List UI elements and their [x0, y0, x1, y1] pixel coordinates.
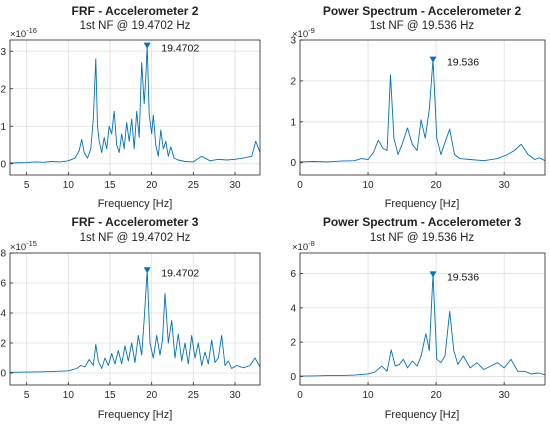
y-tick-label: 8: [0, 249, 6, 260]
peak-marker: [429, 271, 437, 278]
axes-box: [299, 252, 546, 386]
panel-subtitle: 1st NF @ 19.536 Hz: [370, 232, 475, 244]
plot-area: [10, 40, 260, 175]
y-tick-label: 2: [0, 84, 6, 95]
x-tick-label: 10: [362, 180, 374, 191]
panel-title: FRF - Accelerometer 3: [72, 215, 199, 229]
x-tick-label: 0: [297, 180, 303, 191]
y-tick-label: 0: [0, 159, 6, 170]
y-tick-label: 4: [0, 309, 6, 320]
x-tick-label: 10: [63, 390, 75, 401]
y-tick-label: 3: [0, 47, 6, 58]
y-tick-label: 4: [290, 303, 296, 314]
x-axis-label: Frequency [Hz]: [98, 409, 173, 421]
peak-label: 19.536: [447, 271, 479, 283]
y-tick-label: 0: [0, 369, 6, 380]
x-tick-label: 25: [188, 390, 200, 401]
axes-box: [9, 252, 261, 386]
plot-area: [10, 253, 260, 385]
x-tick-label: 5: [24, 180, 30, 191]
y-exponent: ×10-8: [292, 239, 315, 253]
axes-box: [299, 39, 546, 176]
x-tick-label: 30: [229, 390, 241, 401]
x-axis-label: Frequency [Hz]: [98, 198, 173, 210]
x-tick-label: 20: [431, 390, 443, 401]
x-tick-label: 15: [104, 390, 116, 401]
x-tick-label: 25: [188, 180, 200, 191]
x-tick-label: 30: [499, 390, 511, 401]
y-tick-label: 6: [0, 279, 6, 290]
x-tick-label: 10: [63, 180, 75, 191]
panel-power-acc3: Power Spectrum - Accelerometer 3 1st NF …: [290, 215, 546, 421]
y-exponent: ×10-15: [10, 239, 37, 253]
x-tick-label: 20: [146, 180, 158, 191]
y-tick-label: 1: [290, 117, 296, 128]
x-tick-label: 20: [146, 390, 158, 401]
y-tick-label: 2: [290, 338, 296, 349]
y-tick-label: 2: [0, 339, 6, 350]
y-tick-label: 3: [290, 36, 296, 47]
y-tick-label: 2: [290, 76, 296, 87]
series-line: [299, 59, 546, 163]
y-tick-label: 0: [290, 158, 296, 169]
series-line: [9, 45, 261, 164]
peak-marker: [429, 56, 437, 63]
y-tick-label: 6: [290, 269, 296, 280]
panel-subtitle: 1st NF @ 19.4702 Hz: [80, 232, 191, 244]
panel-subtitle: 1st NF @ 19.536 Hz: [370, 20, 475, 32]
panel-frf-acc3: FRF - Accelerometer 3 1st NF @ 19.4702 H…: [0, 215, 261, 421]
x-tick-label: 30: [229, 180, 241, 191]
y-tick-label: 0: [290, 372, 296, 383]
y-tick-label: 1: [0, 122, 6, 133]
x-tick-label: 5: [24, 390, 30, 401]
axes-box: [9, 39, 261, 176]
x-tick-label: 0: [297, 390, 303, 401]
panel-title: Power Spectrum - Accelerometer 3: [323, 215, 522, 229]
panel-power-acc2: Power Spectrum - Accelerometer 2 1st NF …: [290, 4, 546, 210]
x-tick-label: 15: [104, 180, 116, 191]
plot-area: [300, 40, 545, 175]
peak-label: 19.536: [447, 57, 479, 69]
panel-frf-acc2: FRF - Accelerometer 2 1st NF @ 19.4702 H…: [0, 4, 261, 210]
peak-label: 19.4702: [161, 267, 199, 279]
x-axis-label: Frequency [Hz]: [385, 198, 460, 210]
peak-marker: [143, 267, 151, 274]
panel-title: Power Spectrum - Accelerometer 2: [323, 4, 522, 18]
peak-label: 19.4702: [161, 43, 199, 55]
y-exponent: ×10-16: [10, 26, 37, 40]
peak-marker: [143, 42, 151, 49]
x-tick-label: 30: [499, 180, 511, 191]
y-exponent: ×10-9: [292, 26, 315, 40]
panel-title: FRF - Accelerometer 2: [72, 4, 199, 18]
series-line: [9, 269, 261, 373]
plot-area: [300, 253, 545, 385]
x-tick-label: 10: [362, 390, 374, 401]
x-axis-label: Frequency [Hz]: [385, 409, 460, 421]
x-tick-label: 20: [431, 180, 443, 191]
panel-subtitle: 1st NF @ 19.4702 Hz: [80, 20, 191, 32]
